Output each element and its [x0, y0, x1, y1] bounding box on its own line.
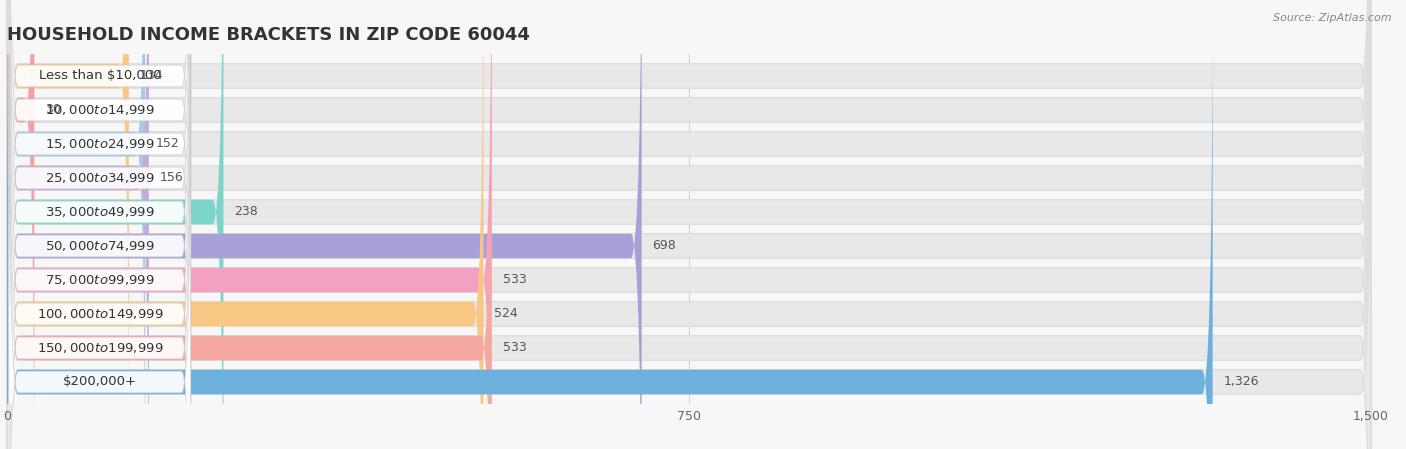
FancyBboxPatch shape: [7, 0, 149, 449]
FancyBboxPatch shape: [8, 0, 191, 449]
FancyBboxPatch shape: [7, 0, 34, 449]
Text: 30: 30: [45, 103, 60, 116]
FancyBboxPatch shape: [7, 0, 1371, 449]
Text: 533: 533: [502, 273, 526, 286]
FancyBboxPatch shape: [7, 0, 1371, 449]
Text: Less than $10,000: Less than $10,000: [38, 70, 162, 83]
Text: $25,000 to $34,999: $25,000 to $34,999: [45, 171, 155, 185]
Text: 152: 152: [156, 137, 180, 150]
FancyBboxPatch shape: [8, 53, 191, 449]
Text: Source: ZipAtlas.com: Source: ZipAtlas.com: [1274, 13, 1392, 23]
Text: $200,000+: $200,000+: [63, 375, 136, 388]
FancyBboxPatch shape: [7, 0, 1371, 449]
Text: 1,326: 1,326: [1223, 375, 1258, 388]
Text: $15,000 to $24,999: $15,000 to $24,999: [45, 137, 155, 151]
FancyBboxPatch shape: [7, 0, 145, 449]
Text: $10,000 to $14,999: $10,000 to $14,999: [45, 103, 155, 117]
FancyBboxPatch shape: [8, 0, 191, 449]
Text: 524: 524: [495, 308, 519, 321]
Text: 698: 698: [652, 239, 676, 252]
FancyBboxPatch shape: [7, 0, 1371, 449]
FancyBboxPatch shape: [7, 0, 641, 449]
FancyBboxPatch shape: [8, 0, 191, 405]
FancyBboxPatch shape: [8, 0, 191, 449]
Text: 134: 134: [139, 70, 163, 83]
FancyBboxPatch shape: [8, 19, 191, 449]
FancyBboxPatch shape: [7, 0, 1371, 449]
FancyBboxPatch shape: [8, 0, 191, 449]
FancyBboxPatch shape: [7, 0, 1371, 449]
FancyBboxPatch shape: [8, 0, 191, 449]
Text: 533: 533: [502, 342, 526, 355]
Text: HOUSEHOLD INCOME BRACKETS IN ZIP CODE 60044: HOUSEHOLD INCOME BRACKETS IN ZIP CODE 60…: [7, 26, 530, 44]
FancyBboxPatch shape: [7, 0, 1212, 449]
Text: $50,000 to $74,999: $50,000 to $74,999: [45, 239, 155, 253]
Text: $75,000 to $99,999: $75,000 to $99,999: [45, 273, 155, 287]
FancyBboxPatch shape: [7, 0, 1371, 449]
Text: 238: 238: [235, 206, 259, 219]
FancyBboxPatch shape: [7, 0, 492, 449]
Text: 156: 156: [160, 172, 184, 185]
FancyBboxPatch shape: [7, 0, 129, 449]
FancyBboxPatch shape: [7, 0, 492, 449]
FancyBboxPatch shape: [7, 0, 1371, 449]
Text: $100,000 to $149,999: $100,000 to $149,999: [37, 307, 163, 321]
FancyBboxPatch shape: [7, 0, 484, 449]
Text: $150,000 to $199,999: $150,000 to $199,999: [37, 341, 163, 355]
Text: $35,000 to $49,999: $35,000 to $49,999: [45, 205, 155, 219]
FancyBboxPatch shape: [8, 0, 191, 439]
FancyBboxPatch shape: [8, 0, 191, 449]
FancyBboxPatch shape: [7, 0, 224, 449]
FancyBboxPatch shape: [7, 0, 1371, 449]
FancyBboxPatch shape: [7, 0, 1371, 449]
